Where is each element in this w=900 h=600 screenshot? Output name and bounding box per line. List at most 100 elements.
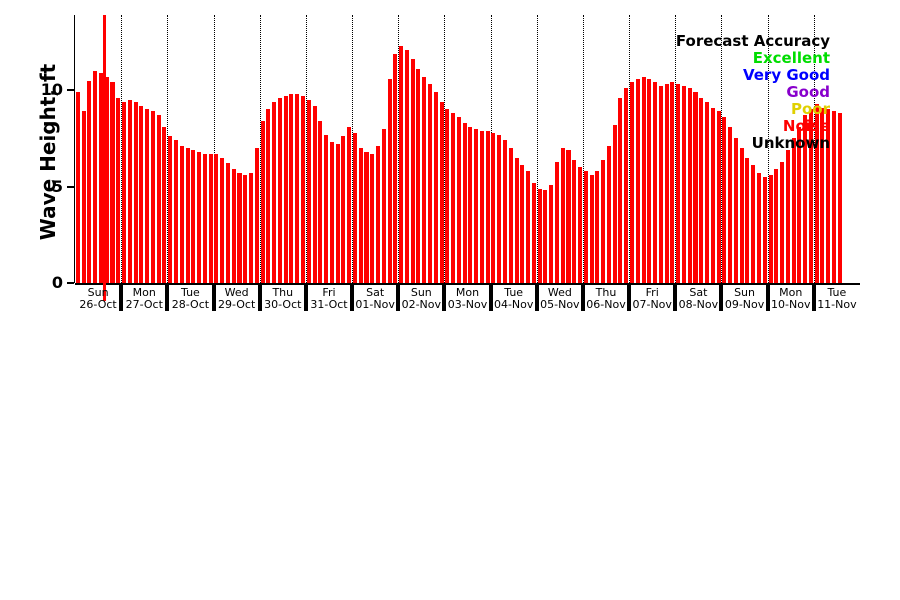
x-day-name-label: Thu	[272, 286, 294, 299]
day-boundary-tick	[488, 284, 493, 311]
day-gridline	[490, 15, 492, 283]
wave-height-bar	[347, 126, 352, 283]
day-boundary-tick	[719, 284, 724, 311]
wave-height-bar	[814, 103, 819, 283]
wave-height-bar	[133, 101, 138, 283]
day-gridline	[167, 15, 169, 283]
legend-entry-unknown: Unknown	[751, 134, 830, 152]
y-tick-label: 0	[51, 273, 63, 292]
wave-height-bar	[277, 97, 282, 283]
wave-height-bar	[87, 80, 92, 283]
wave-height-bar	[739, 148, 744, 283]
x-day-name-label: Tue	[504, 286, 524, 299]
wave-height-bar	[208, 153, 213, 283]
x-day-name-label: Tue	[827, 286, 847, 299]
day-boundary-tick	[765, 284, 770, 311]
wave-height-bar	[699, 97, 704, 283]
wave-height-bar	[289, 94, 294, 283]
x-date-label: 30-Oct	[264, 298, 302, 311]
wave-height-bar	[618, 97, 623, 283]
wave-height-bar	[127, 99, 132, 283]
day-boundary-tick	[627, 284, 632, 311]
wave-height-bar	[324, 134, 329, 283]
wave-height-bar	[653, 82, 658, 283]
wave-height-bar	[75, 92, 80, 283]
x-date-label: 02-Nov	[401, 298, 442, 311]
y-tick-mark	[67, 282, 74, 284]
wave-height-bar	[635, 78, 640, 283]
wave-height-bar	[526, 171, 531, 283]
wave-height-bar	[341, 136, 346, 283]
wave-height-bar	[658, 86, 663, 283]
wave-height-bar	[185, 148, 190, 283]
wave-height-bar	[583, 171, 588, 283]
day-boundary-tick	[673, 284, 678, 311]
day-boundary-tick	[165, 284, 170, 311]
wave-height-bar	[93, 70, 98, 283]
wave-height-bar	[168, 136, 173, 283]
wave-height-bar	[837, 113, 842, 283]
wave-height-bar	[381, 128, 386, 283]
x-day-name-label: Mon	[779, 286, 803, 299]
wave-height-bar	[393, 53, 398, 283]
legend-entry-very-good: Very Good	[742, 66, 830, 84]
wave-height-bar	[410, 59, 415, 283]
wave-height-bar	[826, 109, 831, 283]
wave-height-bar	[306, 99, 311, 283]
wave-height-bar	[514, 157, 519, 283]
y-tick-mark	[67, 89, 74, 92]
x-day-name-label: Mon	[455, 286, 480, 299]
legend-entry-good: Good	[786, 83, 830, 101]
day-boundary-tick	[396, 284, 401, 311]
day-gridline	[721, 15, 723, 283]
wave-height-bar	[578, 167, 583, 283]
x-date-label: 08-Nov	[678, 298, 719, 311]
wave-height-bar	[179, 146, 184, 283]
wave-height-bar	[231, 169, 236, 283]
wave-height-bar	[98, 72, 103, 283]
wave-height-bar	[220, 157, 225, 283]
wave-height-bar	[104, 76, 109, 283]
wave-height-bar	[728, 126, 733, 283]
x-day-name-label: Sat	[689, 286, 708, 299]
wave-height-bar	[554, 161, 559, 283]
wave-height-bar	[693, 92, 698, 283]
wave-height-bar	[502, 140, 508, 283]
day-gridline	[444, 15, 446, 283]
x-date-label: 27-Oct	[125, 298, 163, 311]
wave-height-bar	[641, 76, 646, 283]
wave-height-bar	[676, 84, 681, 283]
wave-height-bar	[491, 132, 496, 283]
x-date-label: 29-Oct	[217, 298, 256, 311]
wave-height-bar	[191, 149, 196, 283]
legend-entry-excellent: Excellent	[752, 49, 830, 67]
wave-height-bar	[664, 84, 669, 283]
wave-height-bar	[797, 126, 802, 283]
wave-height-bar	[803, 115, 808, 283]
wave-height-bar	[254, 148, 259, 283]
wave-height-bar	[670, 82, 675, 283]
wave-height-bar	[595, 171, 600, 283]
wave-height-bar	[335, 144, 340, 283]
wave-height-bar	[462, 122, 467, 283]
x-date-label: 28-Oct	[171, 298, 210, 311]
x-date-label: 10-Nov	[771, 298, 811, 311]
wave-height-bar	[110, 82, 115, 283]
x-date-label: 09-Nov	[724, 298, 765, 311]
wave-height-bar	[318, 121, 323, 283]
wave-height-bar	[249, 173, 254, 283]
wave-height-bar	[416, 68, 421, 283]
day-boundary-tick	[350, 284, 355, 311]
wave-height-bar	[768, 175, 773, 283]
legend-entry-noise: Noise	[782, 117, 830, 135]
wave-height-bar	[508, 148, 513, 283]
x-date-label: 11-Nov	[817, 298, 857, 311]
x-date-label: 26-Oct	[79, 298, 117, 311]
wave-height-bar	[404, 49, 409, 283]
x-day-name-label: Fri	[645, 286, 659, 299]
wave-height-bar	[225, 163, 230, 283]
current-time-marker	[102, 15, 106, 301]
wave-height-bar	[312, 105, 317, 283]
x-day-name-label: Tue	[181, 286, 200, 299]
wave-height-bar	[520, 165, 525, 283]
